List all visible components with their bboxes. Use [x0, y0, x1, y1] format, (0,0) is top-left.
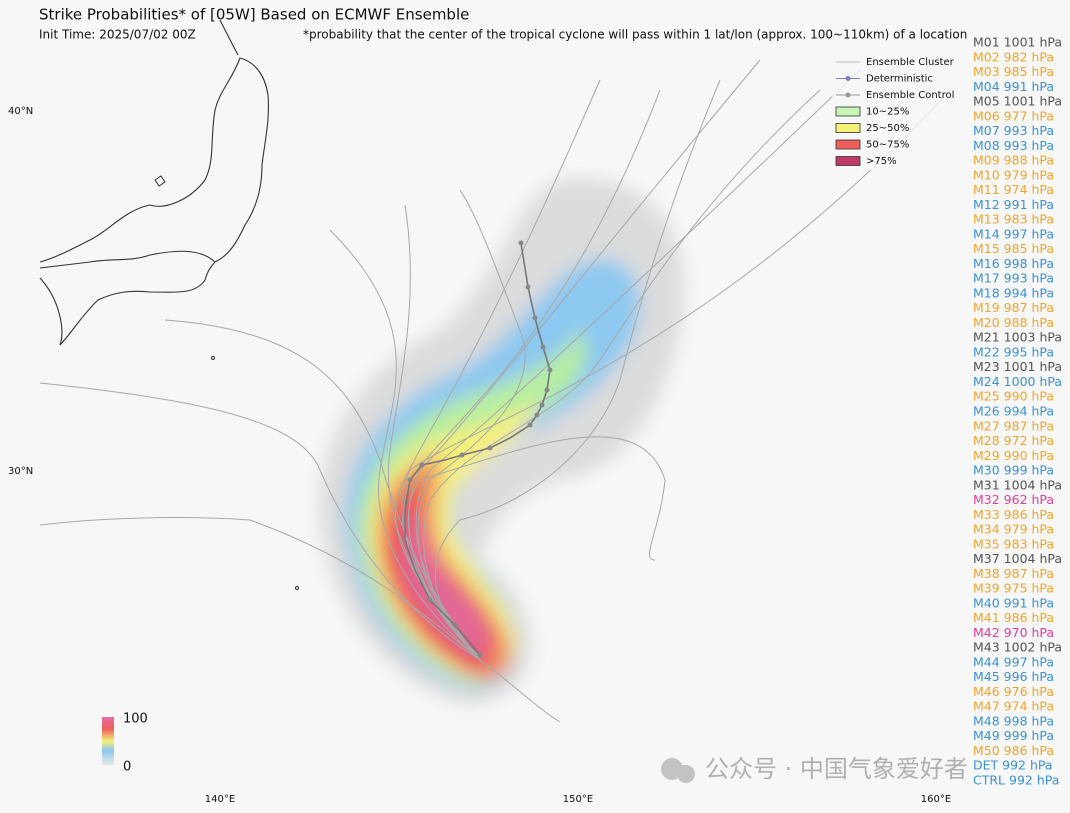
member-label: M14 997 hPa	[973, 226, 1054, 241]
member-label: M46 976 hPa	[973, 684, 1054, 699]
legend-swatch	[835, 123, 861, 133]
member-label: M47 974 hPa	[973, 699, 1054, 714]
legend-label: >75%	[866, 156, 897, 167]
member-label: M10 979 hPa	[973, 167, 1054, 182]
member-label: M25 990 hPa	[973, 389, 1054, 404]
member-label: M40 991 hPa	[973, 595, 1054, 610]
lon-label: 140°E	[205, 794, 235, 805]
member-label: M05 1001 hPa	[973, 94, 1062, 109]
member-label: M50 986 hPa	[973, 743, 1054, 758]
member-label: M20 988 hPa	[973, 315, 1054, 330]
legend-label: 50~75%	[866, 140, 909, 151]
island	[211, 356, 215, 360]
member-label: CTRL 992 hPa	[973, 773, 1059, 788]
member-label: M44 997 hPa	[973, 654, 1054, 669]
legend-swatch	[835, 156, 861, 166]
coastline	[39, 57, 269, 269]
member-label: M24 1000 hPa	[973, 374, 1062, 389]
member-label: M06 977 hPa	[973, 108, 1054, 123]
coastline	[39, 261, 216, 346]
ensemble-tracks	[39, 59, 951, 723]
island	[154, 175, 166, 187]
coastline	[219, 19, 239, 56]
member-label: M28 972 hPa	[973, 433, 1054, 448]
legend-label: Deterministic	[866, 74, 933, 85]
member-label: M18 994 hPa	[973, 285, 1054, 300]
member-label: M42 970 hPa	[973, 625, 1054, 640]
member-label: M31 1004 hPa	[973, 477, 1062, 492]
member-label: DET 992 hPa	[973, 758, 1053, 773]
member-label: M37 1004 hPa	[973, 551, 1062, 566]
member-label: M19 987 hPa	[973, 300, 1054, 315]
island	[295, 586, 299, 590]
member-label: M23 1001 hPa	[973, 359, 1062, 374]
member-label: M33 986 hPa	[973, 507, 1054, 522]
colorbar	[102, 717, 114, 765]
member-label: M12 991 hPa	[973, 197, 1054, 212]
member-label: M03 985 hPa	[973, 64, 1054, 79]
member-label: M13 983 hPa	[973, 212, 1054, 227]
member-label: M34 979 hPa	[973, 522, 1054, 537]
member-label: M43 1002 hPa	[973, 640, 1062, 655]
member-label: M04 991 hPa	[973, 79, 1054, 94]
title: Strike Probabilities* of [05W] Based on …	[39, 6, 469, 24]
member-label: M29 990 hPa	[973, 448, 1054, 463]
member-label: M15 985 hPa	[973, 241, 1054, 256]
member-label: M07 993 hPa	[973, 123, 1054, 138]
lat-label: 40°N	[8, 106, 33, 117]
note: *probability that the center of the trop…	[303, 28, 967, 42]
legend-label: 10~25%	[866, 107, 909, 118]
member-label: M27 987 hPa	[973, 418, 1054, 433]
member-label: M16 998 hPa	[973, 256, 1054, 271]
member-label: M41 986 hPa	[973, 610, 1054, 625]
member-label: M32 962 hPa	[973, 492, 1054, 507]
member-label: M45 996 hPa	[973, 669, 1054, 684]
colorbar-min: 0	[123, 760, 131, 775]
member-label: M11 974 hPa	[973, 182, 1054, 197]
member-label: M35 983 hPa	[973, 536, 1054, 551]
lat-label: 30°N	[8, 466, 33, 477]
legend-swatch	[835, 139, 861, 150]
watermark-text: 公众号 · 中国气象爱好者	[705, 755, 968, 783]
legend-swatch	[835, 106, 861, 117]
legend-dot	[845, 92, 851, 98]
colorbar-max: 100	[123, 712, 148, 727]
member-label: M02 982 hPa	[973, 49, 1054, 64]
lon-label: 160°E	[921, 794, 951, 805]
member-label: M09 988 hPa	[973, 153, 1054, 168]
legend-dot	[845, 76, 851, 81]
member-label: M39 975 hPa	[973, 581, 1054, 596]
member-label: M30 999 hPa	[973, 463, 1054, 478]
watermark: 公众号 · 中国气象爱好者	[661, 755, 968, 783]
member-label: M48 998 hPa	[973, 713, 1054, 728]
init-time: Init Time: 2025/07/02 00Z	[39, 28, 196, 42]
legend: Ensemble Cluster Deterministic Ensemble Co…	[832, 54, 960, 170]
member-label: M26 994 hPa	[973, 404, 1054, 419]
member-label: M08 993 hPa	[973, 138, 1054, 153]
member-label: M38 987 hPa	[973, 566, 1054, 581]
lon-label: 150°E	[563, 794, 593, 805]
legend-label: 25~50%	[866, 123, 909, 134]
member-label: M21 1003 hPa	[973, 330, 1062, 345]
member-label: M01 1001 hPa	[973, 35, 1062, 50]
track-points	[407, 240, 553, 658]
legend-label: Ensemble Cluster	[866, 57, 955, 68]
legend-label: Ensemble Control	[866, 90, 954, 101]
member-label: M17 993 hPa	[973, 271, 1054, 286]
member-label: M22 995 hPa	[973, 344, 1054, 359]
member-label: M49 999 hPa	[973, 728, 1054, 743]
